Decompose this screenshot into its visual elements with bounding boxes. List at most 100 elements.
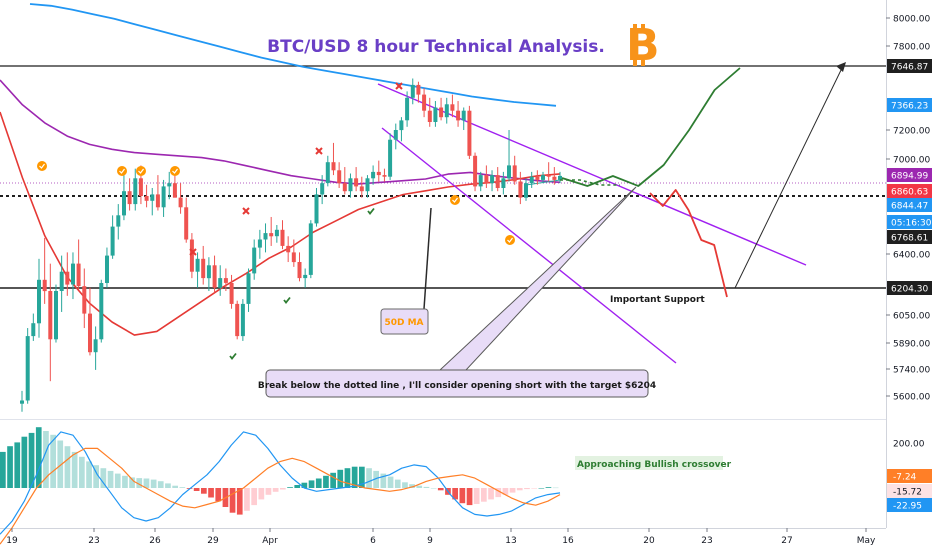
candle — [546, 162, 551, 182]
marker-check — [138, 168, 144, 174]
candle — [218, 265, 223, 296]
macd-histogram-bar — [380, 473, 387, 488]
ma-label: 50D MA — [384, 318, 423, 328]
candle — [342, 167, 347, 195]
candle-body — [116, 215, 121, 227]
candle — [473, 152, 478, 192]
time-tick-label: 23 — [88, 536, 99, 546]
candle — [42, 237, 47, 304]
candle — [20, 390, 24, 412]
candle — [444, 97, 449, 124]
time-tick-label: 9 — [427, 536, 433, 546]
candle-body — [439, 107, 444, 118]
candle — [133, 168, 138, 211]
macd-histogram-bar — [430, 488, 437, 489]
candle-body — [484, 175, 489, 184]
macd-histogram-bar — [165, 483, 171, 488]
horizontal-levels — [0, 65, 886, 289]
candle-body — [422, 94, 427, 111]
candle — [37, 258, 41, 338]
macd-histogram-bar — [502, 488, 509, 495]
projection-red-line — [649, 189, 728, 298]
macd-histogram-bar — [179, 487, 186, 488]
candle-body — [450, 104, 455, 111]
ma-callout: 50D MA — [380, 207, 432, 335]
macd-histogram-bar — [509, 488, 516, 493]
candle-body — [150, 194, 155, 201]
candle — [512, 155, 517, 185]
candle-body — [20, 400, 24, 404]
signal-markers — [37, 82, 515, 360]
candle — [348, 173, 353, 198]
projection-dashed — [560, 179, 620, 186]
macd-label-bg — [575, 456, 723, 470]
macd-histogram-bar — [394, 479, 401, 488]
candle — [99, 279, 104, 343]
macd-histogram-bar — [287, 487, 293, 488]
candle — [212, 255, 217, 293]
candle — [184, 197, 189, 243]
macd-histogram-bar — [481, 488, 487, 502]
price-badge — [887, 184, 932, 198]
marker-check — [452, 197, 458, 203]
macd-histogram-bar — [251, 488, 257, 506]
macd-histogram-bar — [337, 469, 344, 488]
candle — [178, 183, 183, 214]
macd-histogram-bar — [114, 473, 121, 488]
candle-body — [354, 178, 359, 187]
candle — [257, 229, 262, 259]
candle-body — [382, 175, 387, 177]
macd-histogram-bar — [402, 482, 408, 488]
bullish-signal-marker — [505, 235, 515, 245]
candle — [59, 255, 64, 312]
candle-body — [427, 110, 432, 122]
projection-green-line — [561, 67, 741, 187]
price-tick-label: 6844.47 — [891, 202, 928, 212]
macd-histogram-bar — [466, 488, 473, 506]
candle-body — [99, 283, 104, 340]
candle — [427, 97, 432, 127]
support-label: Important Support — [610, 295, 705, 305]
price-badge — [887, 98, 932, 112]
time-tick-label: 26 — [149, 536, 161, 546]
macd-histogram-bar — [0, 451, 6, 488]
candle — [433, 101, 438, 127]
candle — [286, 236, 291, 263]
projections — [560, 67, 741, 298]
candle-body — [342, 183, 347, 192]
macd-histogram-bar — [150, 479, 157, 488]
candle-body — [512, 165, 517, 182]
candle — [371, 165, 376, 185]
candle-body — [376, 171, 381, 176]
candle-body — [518, 181, 523, 198]
macd-tick-label: -22.95 — [893, 502, 922, 512]
time-tick-label: May — [857, 536, 876, 546]
candle — [25, 328, 30, 404]
candle — [195, 252, 200, 288]
time-tick-label: 29 — [207, 536, 219, 546]
candle-body — [201, 258, 206, 279]
candle-body — [172, 183, 177, 198]
candle-body — [524, 183, 528, 198]
candle-body — [42, 279, 47, 292]
macd-histogram-bar — [524, 488, 530, 490]
time-tick-label: 13 — [505, 536, 516, 546]
candle — [65, 252, 70, 296]
candle-body — [218, 278, 223, 288]
macd-histogram-bar — [21, 436, 28, 488]
candle — [263, 223, 268, 253]
macd-histogram-bar — [71, 451, 78, 488]
candle — [461, 107, 466, 131]
candle — [450, 94, 455, 118]
candle-body — [223, 278, 228, 283]
candle-body — [461, 110, 466, 121]
candle — [252, 239, 257, 280]
time-tick-label: Apr — [262, 536, 278, 546]
candle-body — [184, 207, 189, 240]
candle — [467, 105, 472, 159]
price-tick-label: 6204.30 — [891, 285, 928, 295]
candle — [155, 175, 160, 211]
candle-body — [388, 139, 393, 177]
candle-body — [535, 176, 540, 180]
macd-histogram-bar — [473, 488, 480, 504]
